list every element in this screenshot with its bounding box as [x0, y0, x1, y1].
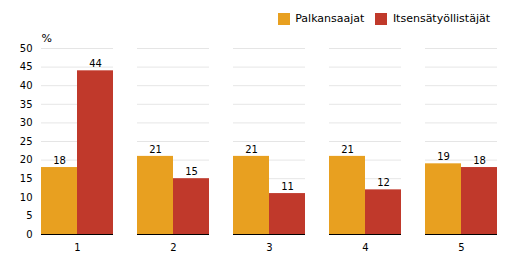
- svg-text:%: %: [42, 32, 52, 45]
- svg-text:1: 1: [74, 242, 80, 253]
- svg-text:5: 5: [26, 210, 32, 221]
- svg-text:15: 15: [185, 166, 198, 177]
- svg-text:0: 0: [26, 229, 32, 240]
- svg-text:15: 15: [20, 173, 33, 184]
- svg-text:2: 2: [170, 242, 176, 253]
- html-text:Palkansaajat: Palkansaajat: [295, 12, 365, 25]
- svg-text:12: 12: [377, 177, 390, 188]
- svg-text:25: 25: [20, 136, 33, 147]
- svg-text:3: 3: [266, 242, 272, 253]
- svg-text:40: 40: [20, 80, 33, 91]
- svg-text:21: 21: [245, 144, 258, 155]
- svg-text:11: 11: [281, 181, 294, 192]
- svg-text:50: 50: [20, 43, 33, 54]
- svg-text:20: 20: [20, 154, 33, 165]
- svg-text:18: 18: [473, 155, 486, 166]
- svg-text:21: 21: [149, 144, 162, 155]
- svg-text:5: 5: [458, 242, 464, 253]
- svg-text:4: 4: [362, 242, 368, 253]
- html-text:Itsensätyöllistäjät: Itsensätyöllistäjät: [392, 12, 490, 25]
- svg-text:21: 21: [341, 144, 354, 155]
- svg-text:45: 45: [20, 61, 33, 72]
- svg-text:35: 35: [20, 99, 33, 110]
- svg-text:19: 19: [437, 151, 450, 162]
- svg-text:30: 30: [20, 117, 33, 128]
- svg-text:10: 10: [20, 192, 33, 203]
- svg-text:18: 18: [53, 155, 66, 166]
- svg-text:44: 44: [89, 58, 102, 69]
